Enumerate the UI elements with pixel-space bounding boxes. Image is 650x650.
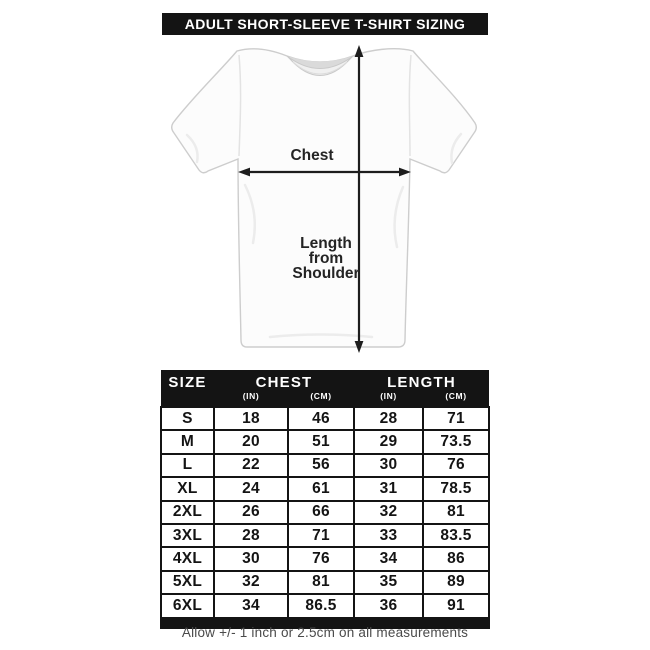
sizing-table: SIZE CHEST LENGTH (IN) (CM) (IN) (CM) S … xyxy=(160,370,490,629)
length-cm-cell: 76 xyxy=(422,452,490,479)
chest-cm-cell: 81 xyxy=(287,569,355,596)
size-cell: M xyxy=(160,429,215,455)
length-in-cell: 31 xyxy=(353,476,424,502)
length-in-cell: 30 xyxy=(353,452,424,479)
chest-in-cell: 32 xyxy=(213,569,289,596)
length-cm-cell: 89 xyxy=(422,569,490,596)
length-in-cell: 32 xyxy=(353,499,424,525)
chest-cm-cell: 56 xyxy=(287,452,355,479)
length-cm-cell: 78.5 xyxy=(422,476,490,502)
tshirt-diagram: Chest Length from Shoulder xyxy=(160,35,490,365)
table-body: S 18 46 28 71 M 20 51 29 73.5 L 22 56 30… xyxy=(160,405,490,619)
table-row: M 20 51 29 73.5 xyxy=(160,429,490,455)
table-row: 3XL 28 71 33 83.5 xyxy=(160,522,490,549)
length-in-cell: 33 xyxy=(353,522,424,549)
col-subheader-chest-cm: (CM) xyxy=(288,391,354,407)
chest-cm-cell: 66 xyxy=(287,499,355,525)
length-in-cell: 29 xyxy=(353,429,424,455)
chest-in-cell: 26 xyxy=(213,499,289,525)
chest-in-cell: 22 xyxy=(213,452,289,479)
size-cell: 5XL xyxy=(160,569,215,596)
length-arrow xyxy=(354,45,364,353)
table-row: 4XL 30 76 34 86 xyxy=(160,546,490,572)
page-title: ADULT SHORT-SLEEVE T-SHIRT SIZING xyxy=(184,16,466,32)
length-measure-label: Length from Shoulder xyxy=(292,235,360,282)
length-cm-cell: 81 xyxy=(422,499,490,525)
length-cm-cell: 86 xyxy=(422,546,490,572)
col-header-size: SIZE xyxy=(161,370,214,391)
length-in-cell: 35 xyxy=(353,569,424,596)
chest-arrow xyxy=(238,167,411,177)
tshirt-body xyxy=(171,48,477,348)
size-cell: 6XL xyxy=(160,593,215,619)
collar-band xyxy=(286,55,354,76)
col-subheader-length-cm: (CM) xyxy=(423,391,489,407)
chest-cm-cell: 61 xyxy=(287,476,355,502)
length-in-cell: 28 xyxy=(353,405,424,432)
col-subheader-chest-in: (IN) xyxy=(214,391,288,407)
chest-in-cell: 18 xyxy=(213,405,289,432)
table-header: SIZE CHEST LENGTH (IN) (CM) (IN) (CM) xyxy=(161,370,489,407)
size-cell: 4XL xyxy=(160,546,215,572)
title-bar: ADULT SHORT-SLEEVE T-SHIRT SIZING xyxy=(162,13,488,35)
chest-cm-cell: 76 xyxy=(287,546,355,572)
table-row: 6XL 34 86.5 36 91 xyxy=(160,593,490,619)
col-header-chest: CHEST xyxy=(214,370,354,391)
collar-stitch xyxy=(292,61,348,75)
chest-cm-cell: 86.5 xyxy=(287,593,355,619)
length-cm-cell: 91 xyxy=(422,593,490,619)
length-cm-cell: 71 xyxy=(422,405,490,432)
length-in-cell: 36 xyxy=(353,593,424,619)
chest-in-cell: 30 xyxy=(213,546,289,572)
chest-cm-cell: 71 xyxy=(287,522,355,549)
size-cell: S xyxy=(160,405,215,432)
chest-measure-label: Chest xyxy=(290,147,334,164)
length-cm-cell: 83.5 xyxy=(422,522,490,549)
table-bottom-bar-row xyxy=(160,616,490,629)
sleeve-seams xyxy=(238,54,412,157)
table-row: XL 24 61 31 78.5 xyxy=(160,476,490,502)
size-cell: 2XL xyxy=(160,499,215,525)
size-cell: L xyxy=(160,452,215,479)
col-header-length: LENGTH xyxy=(354,370,489,391)
table-row: L 22 56 30 76 xyxy=(160,452,490,479)
chest-in-cell: 20 xyxy=(213,429,289,455)
table-bottom-bar xyxy=(160,616,490,629)
table-header-row: SIZE CHEST LENGTH xyxy=(161,370,489,391)
table-footer xyxy=(160,616,490,629)
chest-in-cell: 24 xyxy=(213,476,289,502)
length-in-cell: 34 xyxy=(353,546,424,572)
chest-in-cell: 28 xyxy=(213,522,289,549)
size-cell: 3XL xyxy=(160,522,215,549)
table-subheader-row: (IN) (CM) (IN) (CM) xyxy=(161,391,489,407)
chest-in-cell: 34 xyxy=(213,593,289,619)
col-subheader-length-in: (IN) xyxy=(354,391,423,407)
table-row: 5XL 32 81 35 89 xyxy=(160,569,490,596)
chest-cm-cell: 51 xyxy=(287,429,355,455)
fabric-folds xyxy=(185,132,463,339)
col-subheader-blank xyxy=(161,391,214,407)
table-row: 2XL 26 66 32 81 xyxy=(160,499,490,525)
tolerance-note: Allow +/- 1 inch or 2.5cm on all measure… xyxy=(181,625,469,640)
tshirt-illustration xyxy=(171,45,477,353)
length-cm-cell: 73.5 xyxy=(422,429,490,455)
table-row: S 18 46 28 71 xyxy=(160,405,490,432)
size-cell: XL xyxy=(160,476,215,502)
chest-cm-cell: 46 xyxy=(287,405,355,432)
